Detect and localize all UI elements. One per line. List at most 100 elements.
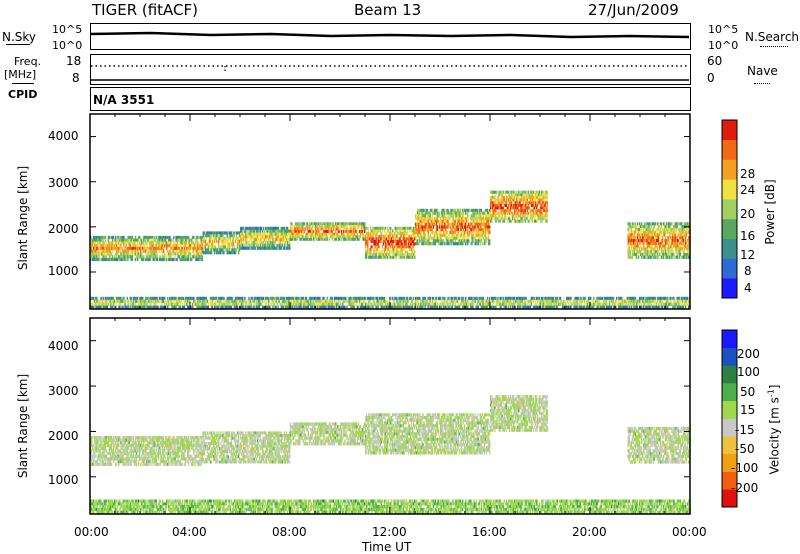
heatmap-cell [396,242,398,246]
heatmap-cell [302,302,304,306]
heatmap-cell [268,226,270,230]
heatmap-cell [101,241,103,245]
heatmap-cell [392,305,394,309]
heatmap-cell [485,225,488,229]
heatmap-cell [223,251,225,255]
heatmap-cell [455,242,457,246]
heatmap-cell [464,231,466,235]
heatmap-cell [253,232,255,236]
heatmap-cell [452,236,454,240]
heatmap-cell [391,305,393,309]
heatmap-cell [126,257,128,262]
heatmap-cell [343,232,345,236]
heatmap-cell [345,296,347,301]
heatmap-cell [243,246,245,250]
heatmap-cell [227,302,229,306]
heatmap-cell [108,255,111,259]
heatmap-cell [256,229,259,233]
heatmap-cell [154,246,156,251]
heatmap-cell [196,305,198,309]
heatmap-cell [652,239,654,243]
heatmap-cell [507,217,510,221]
heatmap-cell [354,227,356,231]
heatmap-cell [208,234,211,238]
heatmap-cell [445,211,447,215]
heatmap-cell [546,193,548,197]
heatmap-cell [422,299,424,303]
heatmap-cell [145,302,147,306]
heatmap-cell [161,255,164,259]
heatmap-cell [176,246,178,251]
heatmap-cell [405,296,407,301]
heatmap-cell [468,239,470,243]
heatmap-cell [248,305,250,309]
heatmap-cell [290,296,292,301]
heatmap-cell [306,299,309,303]
heatmap-cell [239,248,241,252]
heatmap-cell [237,242,240,246]
heatmap-cell [93,249,95,253]
heatmap-cell [222,234,224,238]
heatmap-cell [92,238,94,242]
heatmap-cell [451,231,453,235]
heatmap-cell [491,198,493,202]
heatmap-cell [105,244,107,248]
heatmap-cell [96,299,98,303]
heatmap-cell [389,232,391,236]
heatmap-cell [525,217,527,221]
heatmap-cell [281,305,284,309]
heatmap-cell [133,249,136,253]
heatmap-cell [300,224,302,228]
heatmap-cell [318,232,320,236]
heatmap-cell [122,241,124,245]
heatmap-cell [422,217,424,221]
heatmap-cell [191,244,193,248]
heatmap-cell [630,244,632,248]
heatmap-cell [254,238,256,242]
heatmap-cell [280,238,282,242]
heatmap-cell [391,237,393,241]
heatmap-cell [436,233,439,237]
heatmap-cell [486,236,489,240]
heatmap-cell [395,229,397,233]
heatmap-cell [237,251,240,255]
heatmap-cell [462,239,465,243]
heatmap-cell [401,242,403,246]
heatmap-cell [240,226,242,230]
heatmap-cell [130,235,132,240]
heatmap-cell [214,296,216,301]
heatmap-cell [495,214,497,218]
heatmap-cell [126,296,128,301]
heatmap-cell [222,302,224,306]
heatmap-cell [232,242,235,246]
heatmap-cell [447,236,449,240]
heatmap-cell [284,241,287,245]
heatmap-cell [666,252,668,257]
heatmap-cell [367,302,369,306]
heatmap-cell [404,226,406,230]
heatmap-cell [450,242,452,246]
heatmap-cell [393,237,395,241]
heatmap-cell [516,201,518,205]
heatmap-cell [373,237,375,241]
heatmap-cell [397,232,399,236]
heatmap-cell [142,296,144,301]
heatmap-cell [220,305,222,309]
heatmap-cell [335,235,338,239]
heatmap-cell [317,227,319,231]
heatmap-cell [398,237,400,241]
heatmap-cell [257,299,260,303]
heatmap-cell [665,239,667,243]
heatmap-cell [350,299,352,303]
heatmap-cell [307,224,310,228]
heatmap-cell [538,201,540,205]
heatmap-cell [647,239,649,243]
heatmap-cell [183,305,186,309]
heatmap-cell [480,305,482,309]
heatmap-cell [332,235,335,239]
heatmap-cell [485,208,488,212]
heatmap-cell [146,296,148,301]
heatmap-cell [423,225,425,229]
heatmap-cell [370,255,372,259]
heatmap-cell [173,249,175,253]
